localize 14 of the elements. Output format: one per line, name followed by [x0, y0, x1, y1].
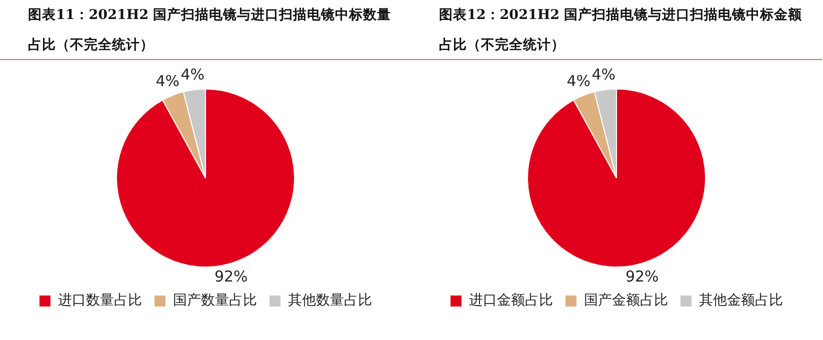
data-label: 92%	[625, 268, 659, 286]
chart-title: 图表11：2021H2 国产扫描电镜与进口扫描电镜中标数量占比（不完全统计）	[0, 0, 411, 60]
data-label: 92%	[214, 268, 248, 286]
legend-label: 进口数量占比	[58, 292, 142, 309]
legend-label: 国产金额占比	[584, 292, 668, 309]
legend-label: 国产数量占比	[173, 292, 257, 309]
legend-label: 进口金额占比	[469, 292, 553, 309]
data-label: 4%	[592, 66, 616, 84]
legend-label: 其他金额占比	[699, 292, 783, 309]
data-label: 4%	[156, 72, 180, 90]
data-label: 4%	[566, 72, 590, 90]
legend-label: 其他数量占比	[288, 292, 372, 309]
chart-title: 图表12：2021H2 国产扫描电镜与进口扫描电镜中标金额占比（不完全统计）	[411, 0, 822, 60]
data-label: 4%	[180, 66, 204, 84]
